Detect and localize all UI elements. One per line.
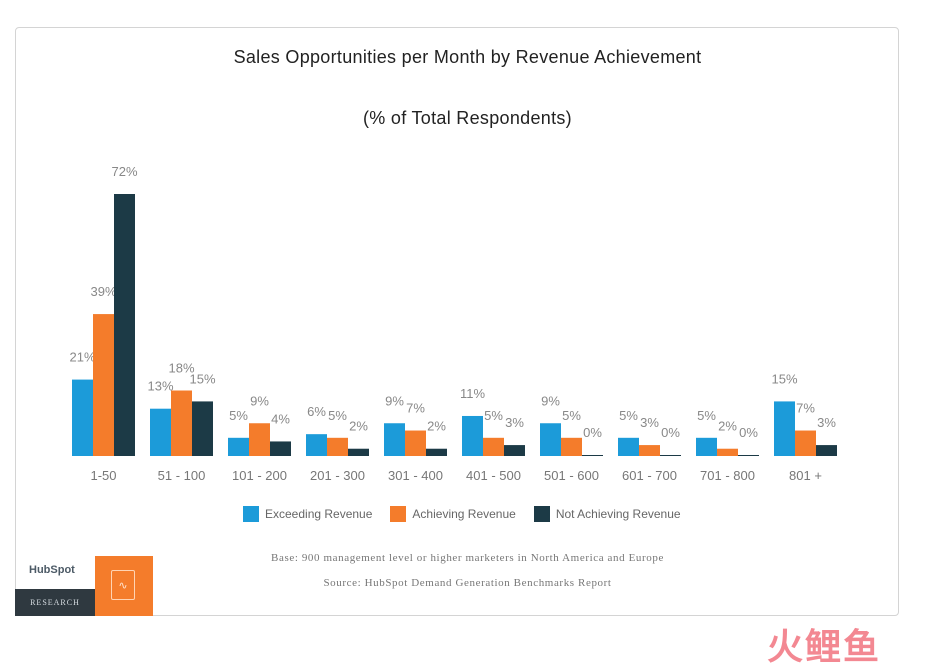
bar-301-400-exceeding-revenue xyxy=(384,423,405,456)
data-label-201-300-achieving-revenue: 5% xyxy=(328,408,347,423)
x-tick-label-501-600: 501 - 600 xyxy=(544,468,599,483)
legend-swatch-achieving xyxy=(390,506,407,522)
hubspot-logo: HubSpot RESEARCH xyxy=(15,556,95,616)
bar-51-100-exceeding-revenue xyxy=(150,408,171,456)
bar-601-700-exceeding-revenue xyxy=(618,437,639,456)
data-label-101-200-not-achieving-revenue: 4% xyxy=(271,411,290,426)
data-label-301-400-achieving-revenue: 7% xyxy=(406,401,425,416)
data-label-1-50-exceeding-revenue: 21% xyxy=(69,350,95,365)
data-label-501-600-not-achieving-revenue: 0% xyxy=(583,425,602,440)
data-label-1-50-not-achieving-revenue: 72% xyxy=(111,164,137,179)
brand-name: HubSpot xyxy=(29,564,75,576)
data-label-201-300-exceeding-revenue: 6% xyxy=(307,404,326,419)
data-label-301-400-exceeding-revenue: 9% xyxy=(385,393,404,408)
x-tick-label-301-400: 301 - 400 xyxy=(388,468,443,483)
bar-51-100-not-achieving-revenue xyxy=(192,401,213,456)
data-label-701-800-exceeding-revenue: 5% xyxy=(697,408,716,423)
legend-label-achieving: Achieving Revenue xyxy=(412,507,516,521)
x-tick-label-201-300: 201 - 300 xyxy=(310,468,365,483)
bar-201-300-not-achieving-revenue xyxy=(348,448,369,456)
data-label-401-500-not-achieving-revenue: 3% xyxy=(505,415,524,430)
data-label-601-700-achieving-revenue: 3% xyxy=(640,415,659,430)
data-label-801-achieving-revenue: 7% xyxy=(796,401,815,416)
bar-51-100-achieving-revenue xyxy=(171,390,192,456)
legend-label-exceeding: Exceeding Revenue xyxy=(265,507,373,521)
x-tick-label-801: 801 + xyxy=(789,468,822,483)
chart-card xyxy=(15,27,899,616)
bar-401-500-not-achieving-revenue xyxy=(504,445,525,456)
bar-501-600-not-achieving-revenue xyxy=(582,455,603,456)
data-label-301-400-not-achieving-revenue: 2% xyxy=(427,419,446,434)
bar-601-700-achieving-revenue xyxy=(639,445,660,456)
bar-701-800-exceeding-revenue xyxy=(696,437,717,456)
x-tick-label-51-100: 51 - 100 xyxy=(158,468,206,483)
bar-1-50-achieving-revenue xyxy=(93,314,114,456)
data-label-601-700-exceeding-revenue: 5% xyxy=(619,408,638,423)
x-tick-label-601-700: 601 - 700 xyxy=(622,468,677,483)
data-label-51-100-achieving-revenue: 18% xyxy=(168,361,194,376)
research-badge: ∿ xyxy=(95,556,153,616)
x-tick-label-701-800: 701 - 800 xyxy=(700,468,755,483)
bar-101-200-not-achieving-revenue xyxy=(270,441,291,456)
bar-101-200-exceeding-revenue xyxy=(228,437,249,456)
bar-201-300-exceeding-revenue xyxy=(306,434,327,456)
bar-801-achieving-revenue xyxy=(795,430,816,456)
data-label-201-300-not-achieving-revenue: 2% xyxy=(349,419,368,434)
legend-swatch-exceeding xyxy=(243,506,259,522)
bar-1-50-not-achieving-revenue xyxy=(114,194,135,456)
data-label-101-200-achieving-revenue: 9% xyxy=(250,393,269,408)
bar-401-500-exceeding-revenue xyxy=(462,415,483,456)
data-label-51-100-exceeding-revenue: 13% xyxy=(147,379,173,394)
brand-tag: RESEARCH xyxy=(15,589,95,616)
legend-swatch-not-achieving xyxy=(533,506,550,522)
clipboard-pulse-icon: ∿ xyxy=(111,570,135,600)
bar-801-exceeding-revenue xyxy=(774,401,795,456)
chart-subtitle: (% of Total Respondents) xyxy=(363,108,572,128)
bar-501-600-exceeding-revenue xyxy=(540,423,561,456)
data-label-501-600-achieving-revenue: 5% xyxy=(562,408,581,423)
data-label-801-not-achieving-revenue: 3% xyxy=(817,415,836,430)
x-tick-label-1-50: 1-50 xyxy=(90,468,116,483)
bar-701-800-achieving-revenue xyxy=(717,448,738,456)
data-label-401-500-exceeding-revenue: 11% xyxy=(460,386,485,401)
data-label-101-200-exceeding-revenue: 5% xyxy=(229,408,248,423)
data-label-601-700-not-achieving-revenue: 0% xyxy=(661,425,680,440)
legend-item-exceeding: Exceeding Revenue xyxy=(243,506,372,522)
bar-701-800-not-achieving-revenue xyxy=(738,455,759,456)
x-tick-label-401-500: 401 - 500 xyxy=(466,468,521,483)
bar-801-not-achieving-revenue xyxy=(816,445,837,456)
data-label-801-exceeding-revenue: 15% xyxy=(771,371,797,386)
data-label-51-100-not-achieving-revenue: 15% xyxy=(189,371,215,386)
legend-label-not-achieving: Not Achieving Revenue xyxy=(555,507,681,521)
bar-301-400-achieving-revenue xyxy=(405,430,426,456)
x-tick-label-101-200: 101 - 200 xyxy=(232,468,287,483)
bar-401-500-achieving-revenue xyxy=(483,437,504,456)
legend-item-not-achieving: Not Achieving Revenue xyxy=(533,506,681,522)
data-label-1-50-achieving-revenue: 39% xyxy=(90,284,116,299)
watermark-logo: 火鲤鱼 xyxy=(767,627,882,668)
data-label-501-600-exceeding-revenue: 9% xyxy=(541,393,560,408)
chart-title: Sales Opportunities per Month by Revenue… xyxy=(233,47,702,67)
data-label-701-800-achieving-revenue: 2% xyxy=(718,419,737,434)
chart-legend: Exceeding Revenue Achieving Revenue Not … xyxy=(243,505,699,523)
legend-item-achieving: Achieving Revenue xyxy=(390,506,516,522)
bar-101-200-achieving-revenue xyxy=(249,423,270,456)
bar-301-400-not-achieving-revenue xyxy=(426,448,447,456)
bar-601-700-not-achieving-revenue xyxy=(660,455,681,456)
bar-1-50-exceeding-revenue xyxy=(72,379,93,456)
base-note: Base: 900 management level or higher mar… xyxy=(271,552,664,564)
source-note: Source: HubSpot Demand Generation Benchm… xyxy=(323,577,612,589)
data-label-701-800-not-achieving-revenue: 0% xyxy=(739,425,758,440)
bar-201-300-achieving-revenue xyxy=(327,437,348,456)
data-label-401-500-achieving-revenue: 5% xyxy=(484,408,503,423)
bar-501-600-achieving-revenue xyxy=(561,437,582,456)
